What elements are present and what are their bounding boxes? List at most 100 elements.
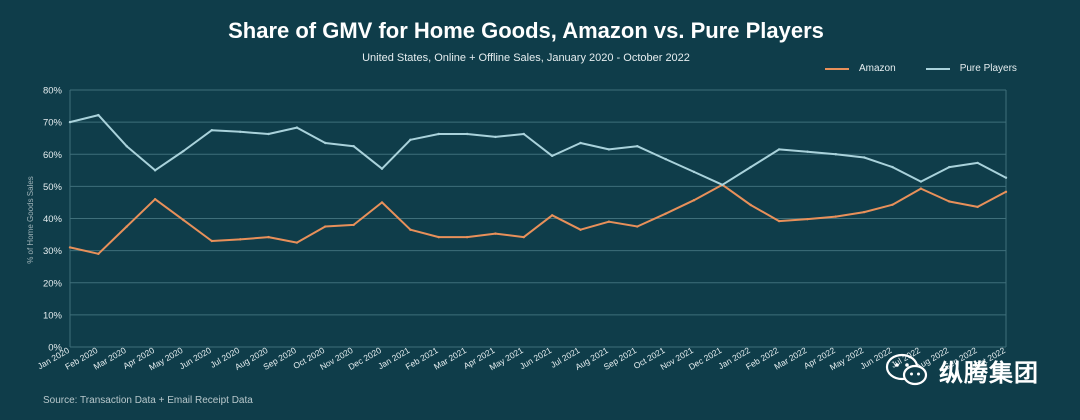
source-note: Source: Transaction Data + Email Receipt… [43,395,253,406]
data-point-amazon [522,235,526,239]
y-tick-label: 80% [43,86,63,97]
data-point-amazon [806,217,809,221]
data-point-pure-players [352,145,355,148]
data-point-amazon [777,219,781,223]
data-point-pure-players [664,157,667,161]
data-point-amazon [948,200,951,203]
data-point-amazon [182,218,185,222]
data-point-pure-players [806,150,809,153]
data-point-amazon [238,238,242,241]
data-point-amazon [324,225,327,228]
data-point-amazon [834,215,838,218]
data-point-pure-players [692,170,696,174]
chart-title: Share of GMV for Home Goods, Amazon vs. … [228,18,824,43]
x-tick-label: Dec 2021 [687,345,724,372]
series-line-pure-players [69,114,1007,186]
data-point-pure-players [834,153,838,156]
watermark-text: 纵腾集团 [939,359,1039,387]
legend-label-amazon: Amazon [859,63,896,74]
data-point-amazon [550,214,554,217]
data-point-amazon [976,205,979,209]
y-tick-label: 20% [43,278,63,289]
y-tick-label: 60% [43,150,63,161]
data-point-amazon [579,228,582,231]
watermark: 纵腾集团 [885,352,1039,388]
data-point-pure-players [238,130,242,133]
legend-label-pure-players: Pure Players [959,63,1017,74]
data-point-amazon [465,235,469,239]
data-point-pure-players [380,167,384,170]
y-axis-ticks: 0% 10% 20% 30% 40% 50% 60% 70% 80% [43,86,63,354]
data-point-pure-players [437,132,440,136]
series-line-amazon [69,183,1007,255]
legend-swatch-pure-players [925,67,950,70]
data-point-amazon [380,201,384,204]
data-point-amazon [125,225,128,228]
data-point-pure-players [153,169,157,172]
data-point-pure-players [295,126,299,129]
x-tick-label: Jun 2020 [178,345,214,371]
data-point-amazon [891,203,894,206]
y-tick-label: 0% [48,343,62,354]
data-point-pure-players [891,165,894,169]
data-point-pure-players [550,154,554,158]
legend-item-amazon[interactable]: Amazon [825,63,896,74]
data-point-amazon [210,239,214,243]
data-point-pure-players [919,180,923,183]
data-point-pure-players [721,183,724,186]
data-point-amazon [409,228,412,231]
data-point-pure-players [97,113,100,117]
data-point-amazon [692,198,696,202]
data-point-amazon [862,210,866,214]
x-tick-label: Dec 2020 [346,345,383,372]
data-point-pure-players [182,149,185,153]
wechat-icon [885,353,928,386]
data-point-pure-players [948,165,951,169]
data-point-amazon [267,235,270,239]
data-point-pure-players [465,132,469,136]
x-tick-label: Mar 2021 [432,345,468,372]
data-point-amazon [97,252,100,256]
data-point-amazon [68,246,72,249]
x-tick-label: Jun 2021 [518,345,554,371]
data-point-amazon [1004,190,1008,194]
y-tick-label: 10% [43,310,63,321]
data-point-amazon [494,232,497,235]
data-point-pure-players [125,145,128,148]
y-axis-label: % of Home Goods Sales [26,176,35,264]
y-tick-label: 40% [43,214,63,225]
data-point-pure-players [267,132,270,136]
legend-item-pure-players[interactable]: Pure Players [925,63,1017,74]
data-point-pure-players [210,128,214,132]
data-point-pure-players [636,145,639,148]
data-point-pure-players [522,132,526,136]
data-point-pure-players [579,141,582,145]
chart-subtitle: United States, Online + Offline Sales, J… [362,52,690,64]
y-tick-label: 50% [43,182,63,193]
data-point-pure-players [607,148,611,151]
data-point-pure-players [862,156,866,159]
data-point-amazon [352,223,355,227]
series-lines [68,113,1008,256]
x-tick-label: Sep 2020 [261,345,298,372]
grid-lines [69,89,1007,348]
data-point-pure-players [324,141,327,145]
data-point-amazon [749,203,752,207]
data-point-amazon [919,187,923,190]
data-point-pure-players [1004,176,1008,179]
data-point-amazon [607,220,611,223]
data-point-pure-players [494,135,497,139]
legend: Amazon Pure Players [825,63,1047,74]
data-point-pure-players [976,161,979,165]
data-point-amazon [664,212,667,215]
x-tick-label: Mar 2022 [772,345,808,372]
data-point-pure-players [777,148,781,151]
y-tick-label: 30% [43,246,63,257]
data-point-pure-players [409,138,412,141]
data-point-pure-players [68,120,72,124]
x-tick-label: Sep 2021 [602,345,639,372]
y-tick-label: 70% [43,118,63,129]
